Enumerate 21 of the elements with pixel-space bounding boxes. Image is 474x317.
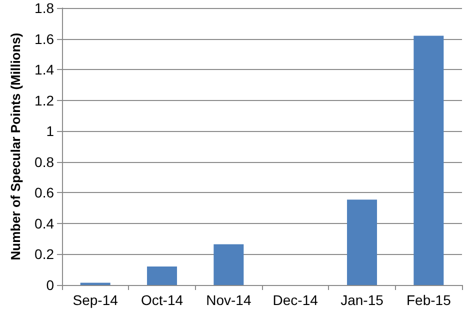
y-tick-label: 0 [46,277,54,293]
y-tick-label: 1.2 [34,92,54,108]
y-tick-label: 0.2 [34,246,54,262]
x-tick-label: Sep-14 [72,292,118,308]
y-tick-label: 0.4 [34,215,54,232]
bar [214,244,244,285]
y-tick-label: 0.6 [34,184,54,201]
y-tick-label: 1.4 [34,62,54,78]
x-tick-label: Oct-14 [140,292,184,308]
x-tick-label: Feb-15 [406,292,452,308]
bar [347,200,377,285]
y-tick-label: 0.8 [34,154,54,170]
y-tick-label: 1 [46,123,54,140]
y-axis-title: Number of Specular Points (Millions) [8,32,23,260]
x-tick-label: Jan-15 [340,292,384,308]
bar [414,36,444,285]
x-tick-label: Nov-14 [206,292,252,308]
y-tick-label: 1.8 [34,0,54,16]
x-tick-label: Dec-14 [272,292,318,308]
bar [147,266,177,285]
y-tick-label: 1.6 [34,30,54,47]
